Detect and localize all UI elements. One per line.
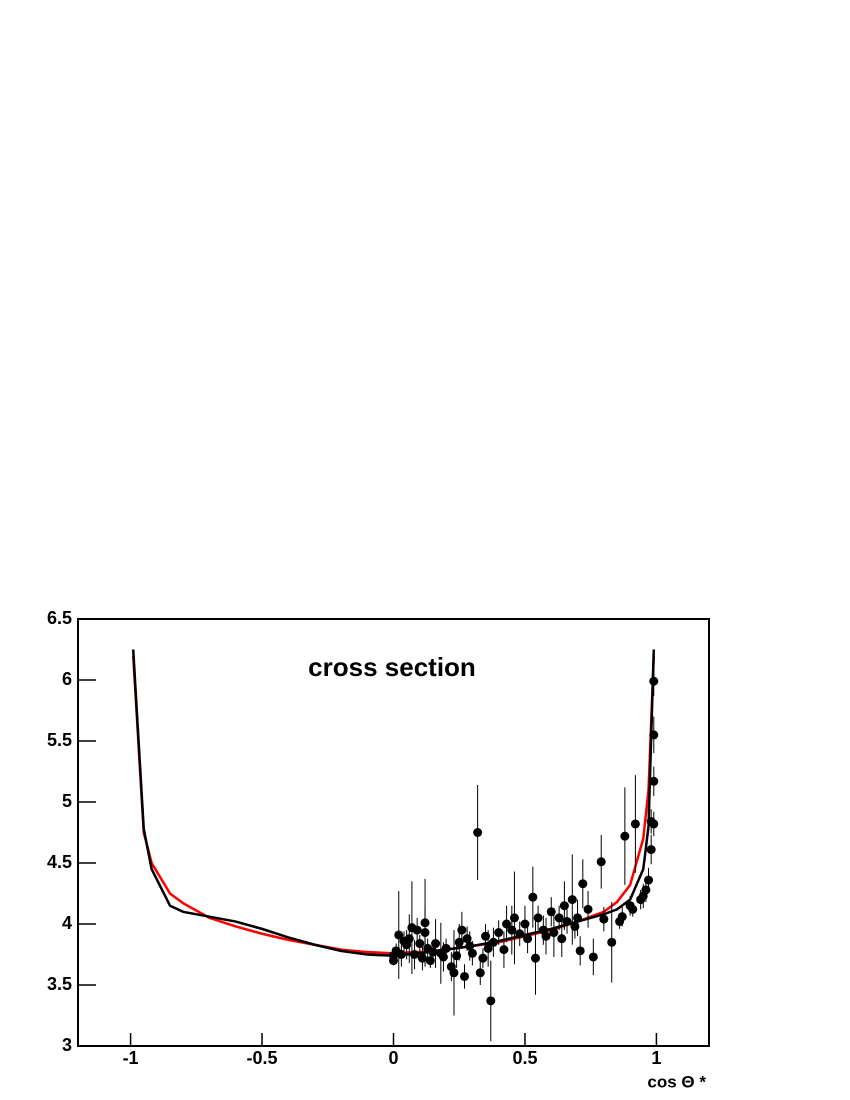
data-point <box>630 819 640 829</box>
data-point <box>607 937 617 947</box>
curve <box>131 649 656 957</box>
data-point <box>449 968 459 978</box>
y-tick-label: 5.5 <box>47 730 72 750</box>
data-point <box>420 928 430 938</box>
x-tick-label: 1 <box>651 1048 661 1068</box>
data-point <box>507 925 517 935</box>
data-point <box>549 928 559 938</box>
data-point <box>394 930 404 940</box>
data-point <box>557 934 567 944</box>
data-point <box>412 925 422 935</box>
data-point <box>617 912 627 922</box>
y-tick-label: 3 <box>62 1035 72 1055</box>
data-point <box>559 901 569 911</box>
data-point <box>546 907 556 917</box>
data-point <box>459 971 469 981</box>
data-point <box>649 730 659 740</box>
data-point <box>562 917 572 927</box>
x-tick-label: -0.5 <box>247 1048 278 1068</box>
y-tick-label: 4.5 <box>47 852 72 872</box>
data-point <box>644 875 654 885</box>
data-point <box>541 931 551 941</box>
plot-frame <box>77 618 710 1047</box>
data-point <box>494 928 504 938</box>
data-point <box>628 904 638 914</box>
data-point <box>475 968 485 978</box>
y-tick-label: 4 <box>62 913 72 933</box>
y-tick-label: 5 <box>62 791 72 811</box>
data-point <box>438 952 448 962</box>
data-point <box>530 953 540 963</box>
y-tick-label: 6 <box>62 669 72 689</box>
x-tick-label: 0 <box>388 1048 398 1068</box>
data-point <box>578 879 588 889</box>
x-tick-label: 0.5 <box>512 1048 537 1068</box>
data-point <box>425 956 435 966</box>
data-point <box>457 925 467 935</box>
x-axis-label: cos Θ * <box>647 1072 706 1091</box>
data-point <box>649 776 659 786</box>
data-point <box>415 939 425 949</box>
data-point <box>389 956 398 966</box>
data-point <box>410 950 420 959</box>
data-point <box>481 931 491 941</box>
data-point <box>502 919 512 929</box>
data-point <box>649 676 659 686</box>
data-point <box>478 953 488 963</box>
data-point <box>520 919 530 929</box>
y-tick-label: 6.5 <box>47 608 72 628</box>
chart-title: cross section <box>308 652 476 682</box>
data-point <box>515 929 525 939</box>
data-point <box>599 914 609 924</box>
data-point <box>467 948 477 958</box>
data-point <box>428 947 438 957</box>
data-point <box>417 953 427 963</box>
data-point <box>646 845 656 855</box>
data-point <box>404 934 414 944</box>
data-point <box>567 895 577 905</box>
data-point <box>431 939 441 949</box>
data-point <box>486 996 496 1006</box>
data-point <box>570 921 580 931</box>
data-point <box>528 892 538 902</box>
x-tick-label: -1 <box>123 1048 139 1068</box>
data-point <box>575 946 585 956</box>
data-point <box>620 831 630 841</box>
data-point <box>533 913 543 923</box>
data-point <box>641 885 651 895</box>
data-point <box>523 934 533 944</box>
data-point <box>454 937 464 947</box>
curve <box>131 655 656 955</box>
data-point <box>583 904 593 914</box>
data-point <box>588 952 598 962</box>
data-point <box>483 943 493 953</box>
y-tick-label: 3.5 <box>47 974 72 994</box>
data-point <box>509 913 519 923</box>
data-point <box>554 913 564 923</box>
data-point <box>573 913 583 923</box>
data-point <box>396 950 406 959</box>
data-point <box>649 819 659 829</box>
data-point <box>441 943 451 953</box>
data-point <box>488 937 498 947</box>
data-point <box>452 951 462 961</box>
data-point <box>473 828 483 837</box>
data-point <box>596 857 606 867</box>
data-point <box>499 945 509 955</box>
